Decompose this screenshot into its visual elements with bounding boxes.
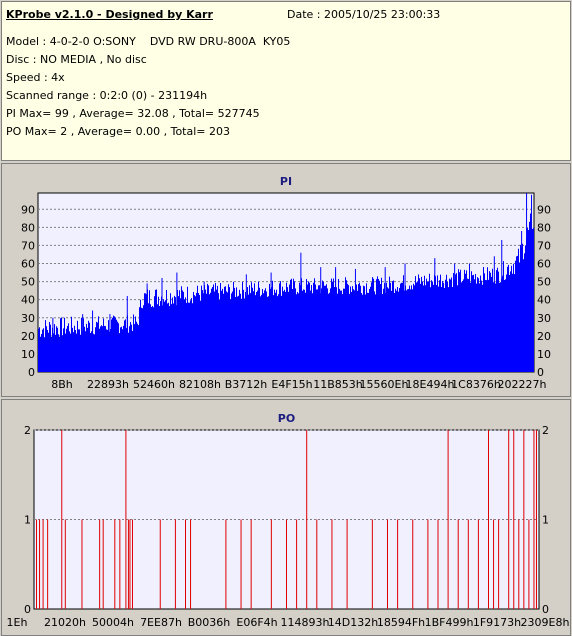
po-stats-line: PO Max= 2 , Average= 0.00 , Total= 203 <box>6 125 230 138</box>
pi-y-tick-right: 30 <box>537 312 551 325</box>
pi-x-tick-label: 1C8376h <box>451 378 501 391</box>
po-chart-panel: PO 0 0 1 1 2 2 1Eh 21020h 50004h 7EE87h B0036h E06F4… <box>1 399 571 636</box>
po-y-tick-left: 1 <box>24 514 31 527</box>
po-y-tick-left: 2 <box>24 424 31 437</box>
pi-x-tick-label: 22893h <box>87 378 129 391</box>
po-x-tick-label: 2309E8h <box>521 616 570 629</box>
range-line: Scanned range : 0:2:0 (0) - 231194h <box>6 89 208 102</box>
po-y-tick-left: 0 <box>24 603 31 616</box>
pi-chart-panel: PI 0 0 10 10 20 20 30 30 40 40 50 50 60 60 70 70 80 80 90 90… <box>1 163 571 397</box>
model-line: Model : 4-0-2-0 O:SONY DVD RW DRU-800A K… <box>6 35 291 48</box>
pi-y-tick-right: 60 <box>537 258 551 271</box>
po-y-tick-right: 1 <box>542 514 549 527</box>
pi-x-tick-label: 52460h <box>133 378 175 391</box>
pi-y-tick-left: 70 <box>21 239 35 252</box>
po-chart-title: PO <box>278 412 295 425</box>
pi-y-tick-left: 50 <box>21 276 35 289</box>
pi-x-tick-label: 18E494h <box>406 378 455 391</box>
po-x-tick-label: 7EE87h <box>140 616 182 629</box>
pi-x-tick-label: E4F15h <box>271 378 312 391</box>
pi-chart-title: PI <box>280 175 292 188</box>
po-x-tick-label: 14D132h <box>328 616 378 629</box>
disc-line: Disc : NO MEDIA , No disc <box>6 53 147 66</box>
pi-x-tick-label: 15560Eh <box>360 378 409 391</box>
po-x-tick-label: 18594Fh <box>377 616 425 629</box>
pi-y-tick-left: 40 <box>21 294 35 307</box>
pi-y-tick-right: 70 <box>537 239 551 252</box>
pi-x-tick-label: 82108h <box>179 378 221 391</box>
pi-y-tick-left: 80 <box>21 221 35 234</box>
pi-y-tick-left: 10 <box>21 348 35 361</box>
po-x-tick-label: 1Eh <box>7 616 28 629</box>
pi-y-tick-left: 0 <box>28 366 35 379</box>
pi-x-tick-label: 8Bh <box>51 378 73 391</box>
pi-y-tick-right: 10 <box>537 348 551 361</box>
pi-x-tick-label: 202227h <box>498 378 547 391</box>
po-x-tick-label: E06F4h <box>236 616 277 629</box>
pi-x-tick-label: B3712h <box>225 378 268 391</box>
po-x-tick-label: 50004h <box>92 616 134 629</box>
po-x-tick-label: 114893h <box>281 616 330 629</box>
speed-line: Speed : 4x <box>6 71 65 84</box>
pi-chart: PI 0 0 10 10 20 20 30 30 40 40 50 50 60 60 70 70 80 80 90 90… <box>21 175 551 391</box>
pi-x-tick-label: 11B853h <box>313 378 363 391</box>
pi-y-tick-right: 80 <box>537 221 551 234</box>
po-x-tick-label: 1BF499h <box>425 616 474 629</box>
pi-stats-line: PI Max= 99 , Average= 32.08 , Total= 527… <box>6 107 260 120</box>
po-x-tick-label: 21020h <box>44 616 86 629</box>
po-x-tick-label: B0036h <box>188 616 231 629</box>
pi-y-tick-right: 20 <box>537 330 551 343</box>
app-title: KProbe v2.1.0 - Designed by Karr <box>6 8 213 21</box>
pi-y-tick-right: 50 <box>537 276 551 289</box>
pi-y-tick-left: 20 <box>21 330 35 343</box>
po-chart: PO 0 0 1 1 2 2 1Eh 21020h 50004h 7EE87h B0036h E06F4… <box>7 412 570 629</box>
po-y-tick-right: 0 <box>542 603 549 616</box>
pi-bars <box>38 212 534 372</box>
pi-y-tick-right: 40 <box>537 294 551 307</box>
pi-y-tick-left: 30 <box>21 312 35 325</box>
info-panel: KProbe v2.1.0 - Designed by Karr Date : … <box>1 1 571 161</box>
pi-y-tick-right: 90 <box>537 203 551 216</box>
po-y-tick-right: 2 <box>542 424 549 437</box>
pi-y-tick-left: 90 <box>21 203 35 216</box>
pi-y-tick-right: 0 <box>537 366 544 379</box>
scan-date: Date : 2005/10/25 23:00:33 <box>287 8 441 21</box>
po-x-tick-label: 1F9173h <box>473 616 521 629</box>
pi-y-tick-left: 60 <box>21 258 35 271</box>
